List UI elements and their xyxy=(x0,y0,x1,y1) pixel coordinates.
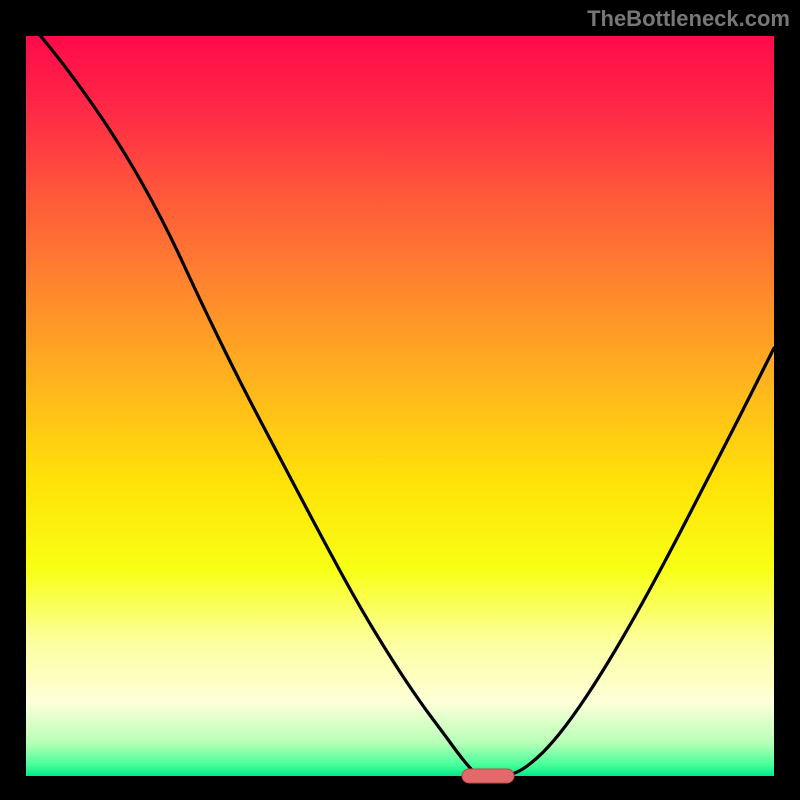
watermark-text: TheBottleneck.com xyxy=(587,6,790,32)
plot-background-gradient xyxy=(26,36,774,776)
chart-root: TheBottleneck.com xyxy=(0,0,800,800)
optimal-marker xyxy=(462,769,514,783)
bottleneck-chart xyxy=(0,0,800,800)
